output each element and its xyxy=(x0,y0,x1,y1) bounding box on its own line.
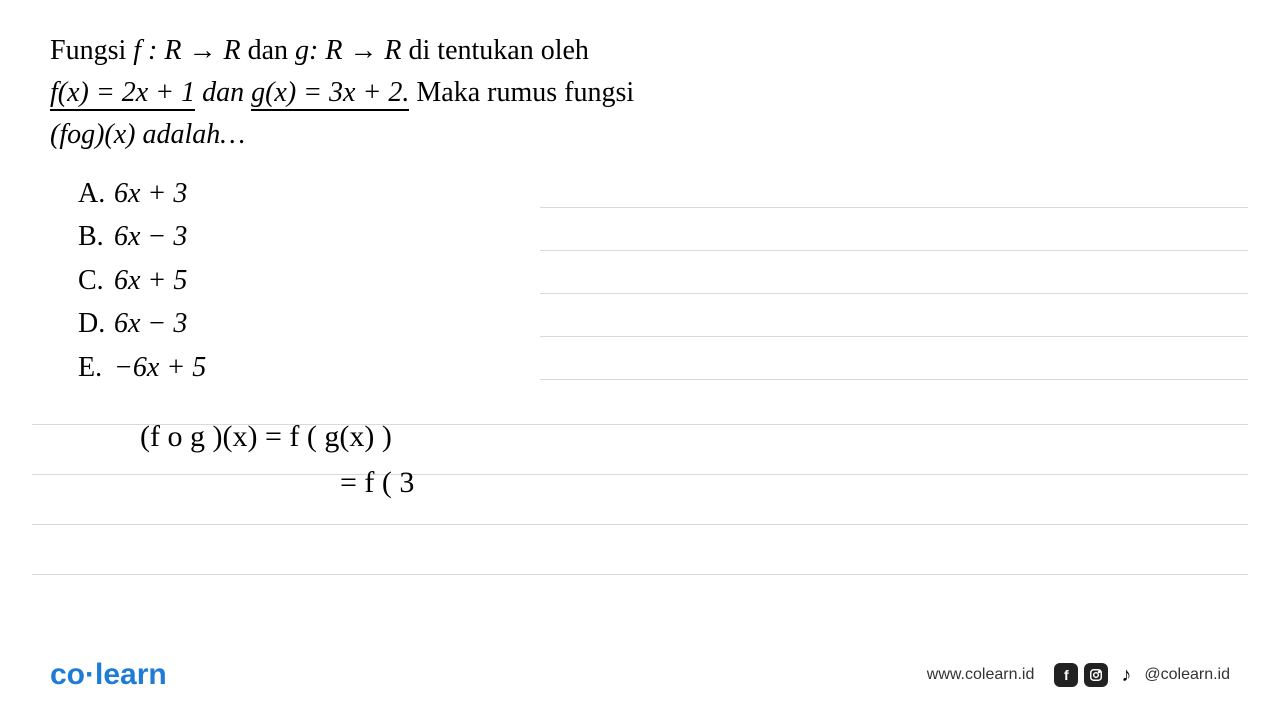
rule-line xyxy=(32,574,1248,575)
option-e: E.−6x + 5 xyxy=(78,346,1230,389)
math-g: g: R → R xyxy=(295,35,402,66)
option-label: D. xyxy=(78,302,114,345)
option-text: 6x − 3 xyxy=(114,308,187,339)
rule-line xyxy=(540,379,1248,380)
options-list: A.6x + 3 B.6x − 3 C.6x + 5 D.6x − 3 E.−6… xyxy=(78,172,1230,389)
option-label: B. xyxy=(78,215,114,258)
option-label: E. xyxy=(78,346,114,389)
rule-line xyxy=(32,524,1248,525)
footer-right: www.colearn.id f ♪ @colearn.id xyxy=(927,663,1230,687)
instagram-icon xyxy=(1084,663,1108,687)
logo-post: learn xyxy=(95,658,167,691)
facebook-icon: f xyxy=(1054,663,1078,687)
option-label: C. xyxy=(78,259,114,302)
logo: co·learn xyxy=(50,658,167,692)
text: Maka rumus fungsi xyxy=(409,77,634,108)
option-text: 6x + 3 xyxy=(114,178,187,209)
question-line-1: Fungsi f : R → R dan g: R → R di tentuka… xyxy=(50,30,1230,72)
question-line-3: (fog)(x) adalah… xyxy=(50,114,1230,156)
rule-line xyxy=(540,336,1248,337)
social-handle: @colearn.id xyxy=(1144,666,1230,684)
math-f: f : R → R xyxy=(133,35,240,66)
rule-line xyxy=(32,474,1248,475)
logo-dot: · xyxy=(85,658,95,691)
fx-underline: f(x) = 2x + 1 xyxy=(50,77,195,111)
text: dan xyxy=(195,77,251,108)
logo-pre: co xyxy=(50,658,85,691)
text: dan xyxy=(241,35,295,66)
option-text: 6x − 3 xyxy=(114,221,187,252)
option-text: 6x + 5 xyxy=(114,265,187,296)
option-c: C.6x + 5 xyxy=(78,259,1230,302)
question-block: Fungsi f : R → R dan g: R → R di tentuka… xyxy=(0,0,1280,389)
footer: co·learn www.colearn.id f ♪ @colearn.id xyxy=(0,658,1280,692)
option-d: D.6x − 3 xyxy=(78,302,1230,345)
option-a: A.6x + 3 xyxy=(78,172,1230,215)
option-b: B.6x − 3 xyxy=(78,215,1230,258)
option-label: A. xyxy=(78,172,114,215)
social-block: f ♪ @colearn.id xyxy=(1054,663,1230,687)
question-line-2: f(x) = 2x + 1 dan g(x) = 3x + 2. Maka ru… xyxy=(50,72,1230,114)
handwriting-line-1: (f o g )(x) = f ( g(x) ) xyxy=(140,420,392,454)
rule-line xyxy=(540,207,1248,208)
text: di tentukan oleh xyxy=(402,35,589,66)
handwriting-line-2: = f ( 3 xyxy=(340,466,414,500)
rule-line xyxy=(540,250,1248,251)
text: Fungsi xyxy=(50,35,133,66)
gx-underline: g(x) = 3x + 2. xyxy=(251,77,409,111)
option-text: −6x + 5 xyxy=(114,352,206,383)
tiktok-icon: ♪ xyxy=(1114,663,1138,687)
rule-line xyxy=(540,293,1248,294)
website-url: www.colearn.id xyxy=(927,666,1035,684)
